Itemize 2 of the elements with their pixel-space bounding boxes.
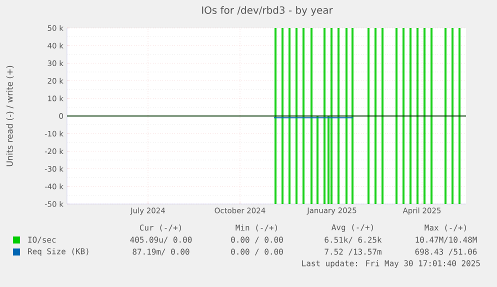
chart-title: IOs for /dev/rbd3 - by year	[202, 6, 333, 16]
y-axis-title: Units read (-) / write (+)	[6, 66, 14, 166]
